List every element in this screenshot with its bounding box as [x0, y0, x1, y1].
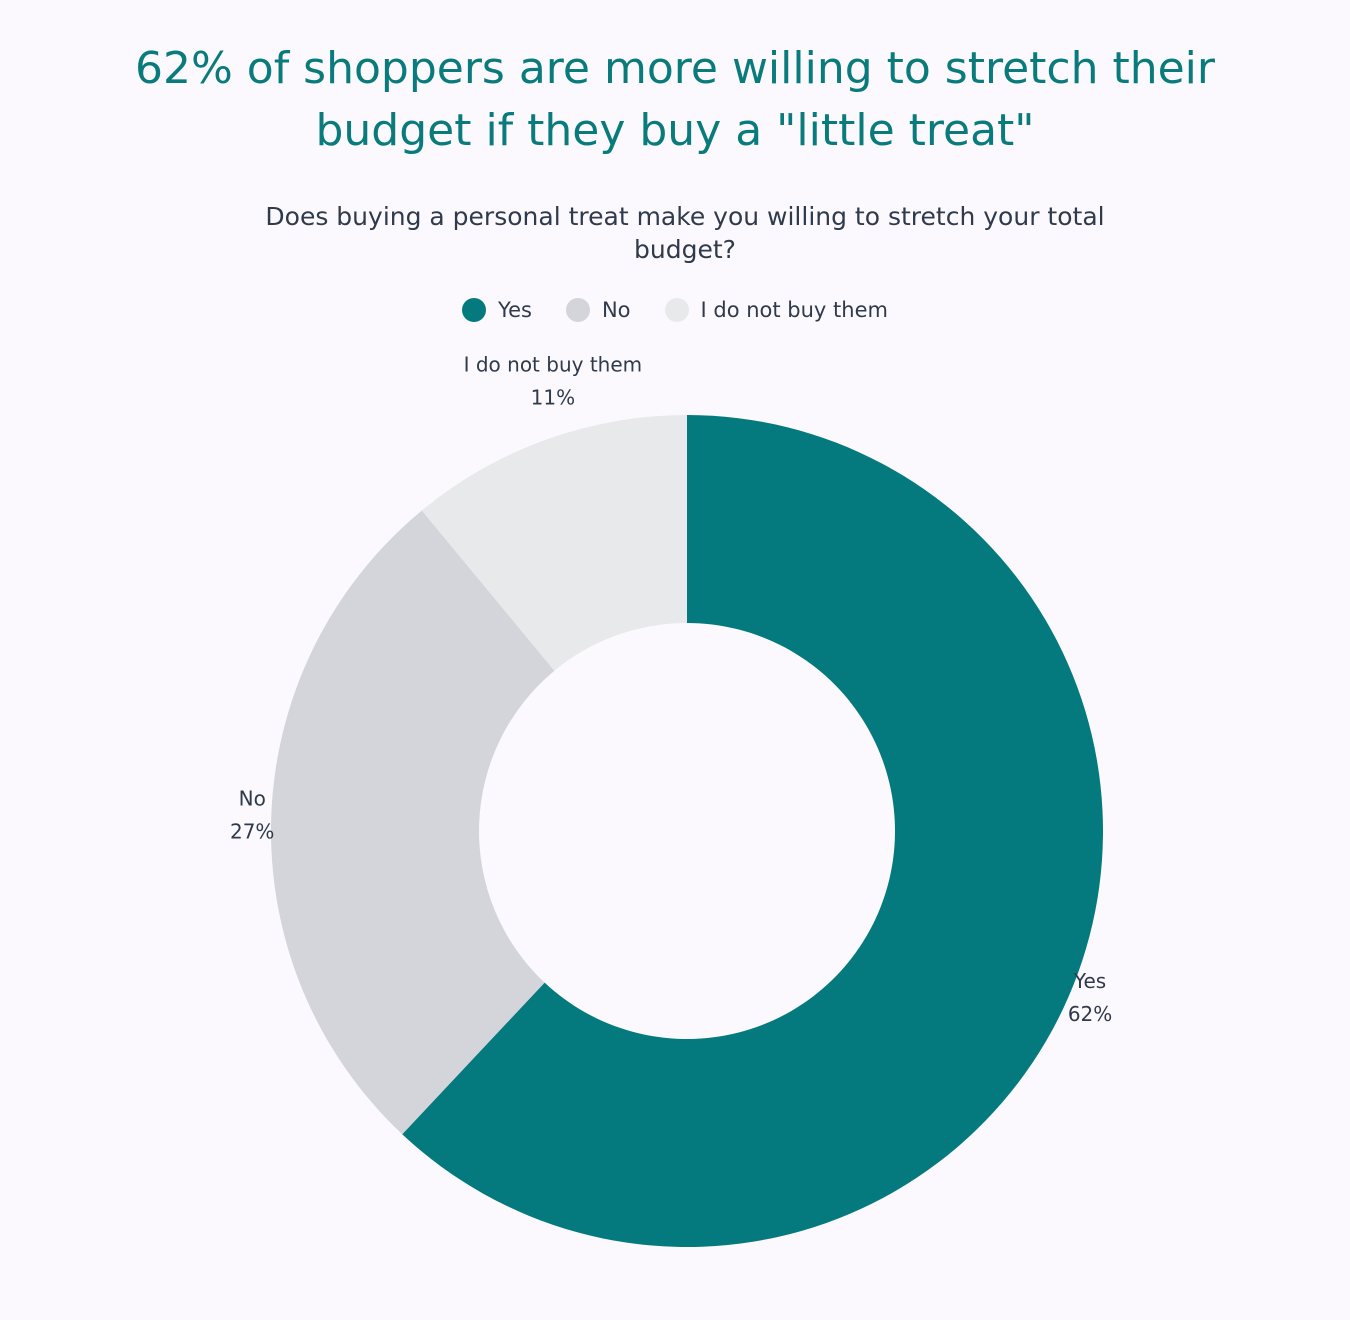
- legend-item: Yes: [462, 298, 532, 322]
- legend-item: No: [565, 298, 631, 322]
- legend-label: I do not buy them: [700, 298, 888, 322]
- slice-label: Yes: [1073, 969, 1106, 993]
- legend-swatch: [664, 298, 689, 322]
- slice-value: 62%: [1068, 1002, 1112, 1026]
- slice-label: I do not buy them: [464, 353, 643, 377]
- donut-slice: [402, 415, 1103, 1248]
- legend-label: Yes: [498, 298, 532, 322]
- legend-swatch: [462, 298, 487, 322]
- legend-item: I do not buy them: [664, 298, 888, 322]
- chart-subtitle: Does buying a personal treat make you wi…: [265, 202, 1105, 264]
- legend-label: No: [601, 298, 631, 322]
- slice-label: No: [239, 787, 266, 811]
- donut-slice: [271, 510, 555, 1135]
- chart-title: 62% of shoppers are more willing to stre…: [135, 43, 1215, 156]
- legend-swatch: [565, 298, 590, 322]
- donut-slice: [421, 415, 687, 671]
- slice-value: 11%: [531, 386, 575, 410]
- legend: Yes No I do not buy them: [0, 298, 1350, 322]
- slice-value: 27%: [230, 820, 274, 844]
